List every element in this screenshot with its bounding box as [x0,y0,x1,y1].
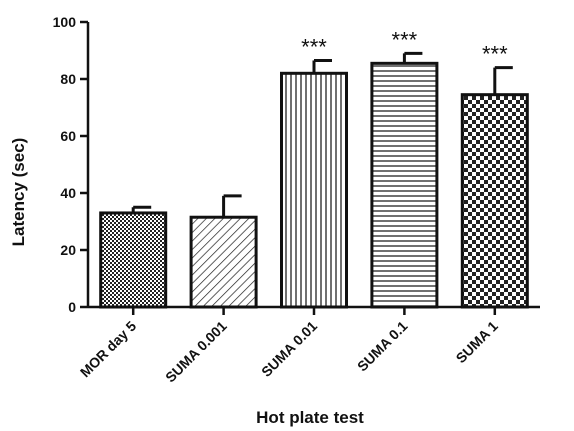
y-tick-label: 0 [68,299,76,315]
x-ticks: MOR day 5 SUMA 0.001 SUMA 0.01 SUMA 0.1 SUMA… [77,307,501,385]
bar-4 [460,93,529,309]
x-tick-label: MOR day 5 [77,318,140,381]
y-tick-label: 40 [60,185,76,201]
y-ticks: 0 20 40 60 80 100 [53,14,88,315]
y-tick-label: 60 [60,128,76,144]
x-tick-label: SUMA 0.01 [258,318,320,380]
bar-1 [189,215,258,309]
x-tick-label: SUMA 0.001 [162,318,230,386]
y-tick-label: 80 [60,71,76,87]
bars-layer: *** *** *** [99,27,529,309]
x-axis-title: Hot plate test [256,408,364,427]
significance-label: *** [301,34,327,59]
significance-label: *** [392,27,418,52]
x-tick-label: SUMA 1 [453,318,502,367]
bar-3 [370,61,439,309]
bar-2 [280,71,348,309]
significance-label: *** [482,42,508,67]
y-axis-title: Latency (sec) [9,138,28,247]
bar-0 [99,211,168,309]
y-tick-label: 100 [53,14,77,30]
x-tick-label: SUMA 0.1 [354,318,411,375]
y-tick-label: 20 [60,242,76,258]
